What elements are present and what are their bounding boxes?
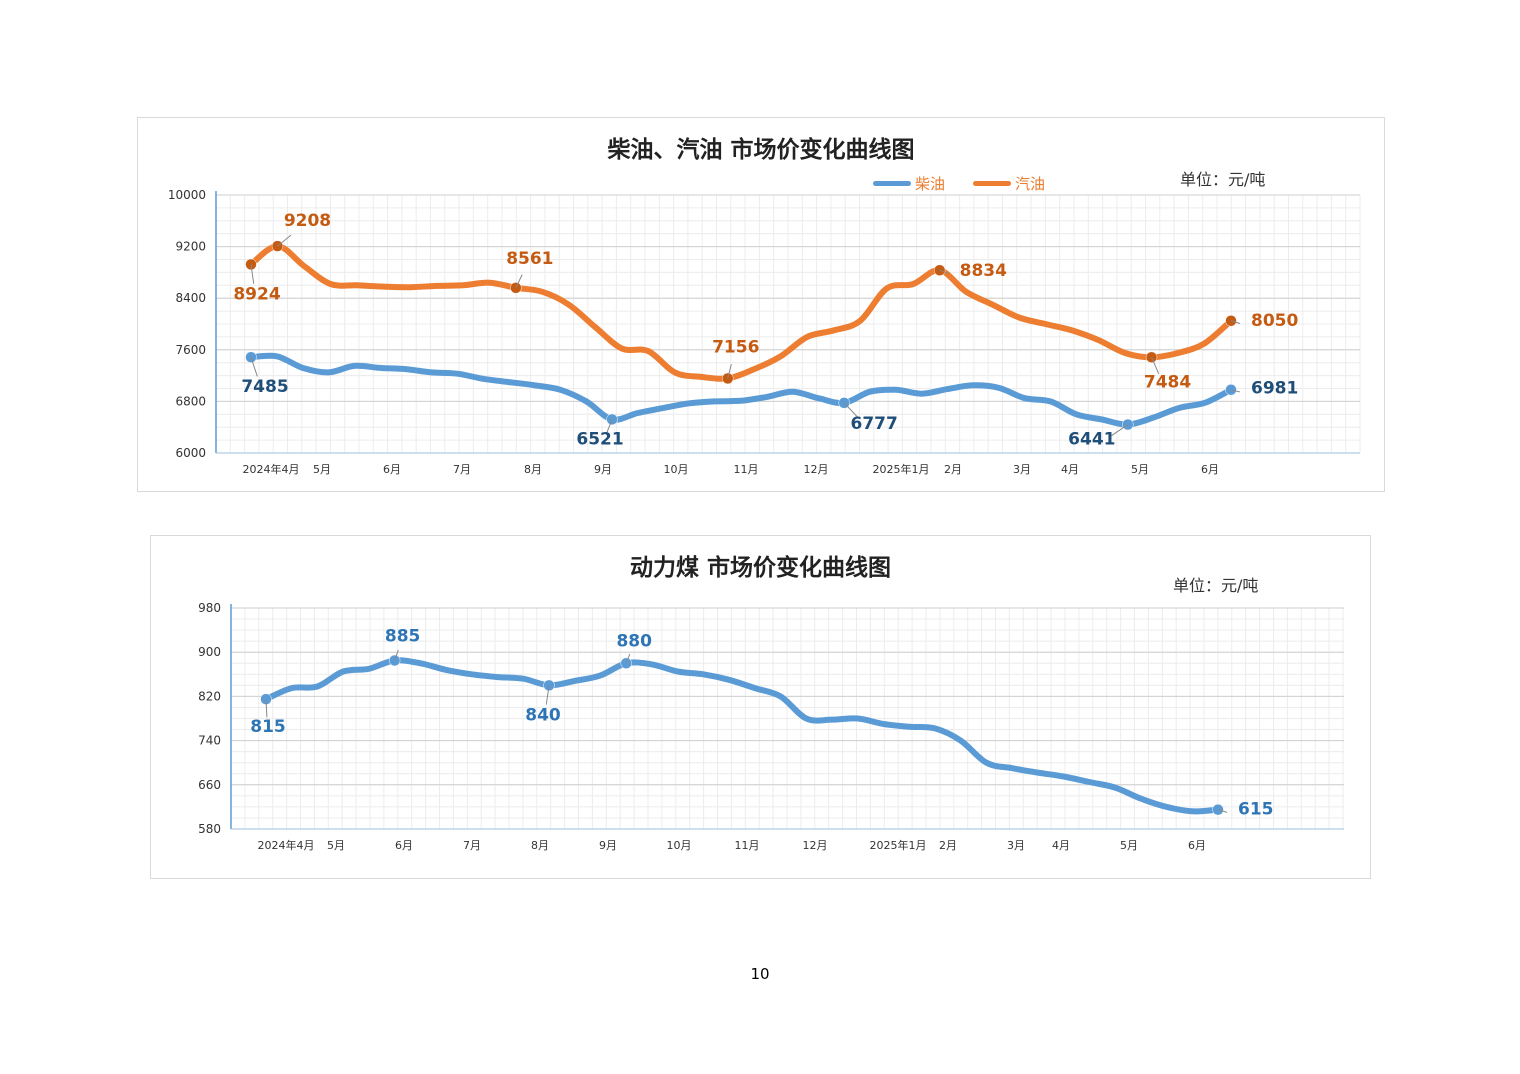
leader-line	[250, 357, 258, 377]
leader-line	[727, 364, 732, 379]
data-label: 6521	[576, 429, 623, 449]
series-line-1-0	[263, 657, 1221, 815]
leader-line	[277, 234, 292, 247]
legend-swatch-diesel	[873, 181, 911, 186]
x-tick-label: 10月	[667, 839, 692, 852]
x-tick-label: 6月	[395, 839, 413, 852]
x-tick-label: 5月	[1120, 839, 1138, 852]
data-label: 815	[250, 717, 286, 737]
x-tick-label: 7月	[463, 839, 481, 852]
x-tick-label: 11月	[735, 839, 760, 852]
data-label: 7485	[241, 377, 288, 397]
x-tick-label: 2月	[939, 839, 957, 852]
x-tick-label: 9月	[594, 463, 612, 476]
leader-line	[1230, 320, 1241, 325]
x-tick-label: 5月	[1131, 463, 1149, 476]
x-tick-label: 3月	[1013, 463, 1031, 476]
y-tick-label: 740	[198, 734, 221, 748]
y-tick-label: 7600	[175, 343, 206, 357]
x-tick-label: 4月	[1052, 839, 1070, 852]
series-line-0-1	[248, 243, 1234, 382]
y-tick-label: 980	[198, 601, 221, 615]
data-label: 880	[616, 631, 652, 651]
leader-line	[843, 402, 859, 418]
fuel-chart-plot: 6000 6800 7600 8400 9200 10000 2024年4月 5月 6月 7月 8月…	[168, 188, 1361, 476]
leader-line	[265, 699, 268, 718]
leader-line	[1230, 389, 1241, 393]
legend-label-gasoline: 汽油	[1015, 175, 1046, 193]
data-label: 6441	[1068, 430, 1115, 450]
data-label: 8834	[960, 261, 1007, 281]
y-tick-label: 900	[198, 645, 221, 659]
y-tick-label: 8400	[175, 291, 206, 305]
x-tick-label: 12月	[803, 839, 828, 852]
leader-line	[515, 274, 523, 289]
leader-line	[1111, 424, 1129, 436]
data-point-marker	[245, 258, 257, 271]
leader-line	[545, 685, 550, 705]
data-label: 6981	[1251, 379, 1298, 399]
x-tick-label: 2024年4月	[243, 462, 300, 476]
data-label: 885	[385, 626, 421, 646]
data-label: 840	[525, 705, 561, 725]
x-tick-label: 7月	[453, 463, 471, 476]
data-label: 8561	[506, 249, 553, 269]
x-tick-label: 6月	[1188, 839, 1206, 852]
leader-line	[625, 653, 631, 664]
y-tick-label: 820	[198, 689, 221, 703]
leader-line	[606, 419, 613, 434]
chart-title: 动力煤 市场价变化曲线图	[629, 555, 891, 581]
y-tick-label: 6000	[175, 446, 206, 460]
coal-chart-plot: 580 660 740 820 900 980 2024年4月 5月 6月 7月 8月 9月 10月 11…	[198, 601, 1344, 852]
legend-label-diesel: 柴油	[915, 175, 946, 193]
y-tick-label: 6800	[175, 394, 206, 408]
x-tick-label: 6月	[383, 463, 401, 476]
chart-title: 柴油、汽油 市场价变化曲线图	[607, 137, 915, 163]
data-point-marker	[543, 679, 555, 692]
x-tick-label: 6月	[1201, 463, 1219, 476]
x-tick-label: 2025年1月	[873, 462, 930, 476]
data-label: 7484	[1144, 372, 1191, 392]
leader-line	[250, 264, 255, 284]
x-tick-label: 8月	[524, 463, 542, 476]
x-tick-label: 11月	[734, 463, 759, 476]
leader-line	[1217, 809, 1228, 813]
x-tick-label: 8月	[531, 839, 549, 852]
unit-label: 单位：元/吨	[1180, 170, 1266, 189]
unit-label: 单位：元/吨	[1173, 576, 1259, 595]
data-label: 9208	[284, 211, 331, 231]
x-tick-label: 12月	[804, 463, 829, 476]
x-tick-label: 9月	[599, 839, 617, 852]
y-tick-label: 10000	[168, 188, 206, 202]
series-line-0-0	[248, 352, 1234, 428]
leader-line	[394, 649, 399, 661]
legend-swatch-gasoline	[973, 181, 1012, 186]
x-tick-label: 4月	[1061, 463, 1079, 476]
y-tick-label: 660	[198, 778, 221, 792]
x-tick-label: 5月	[327, 839, 345, 852]
data-label: 8924	[233, 284, 280, 304]
x-tick-label: 3月	[1007, 839, 1025, 852]
x-tick-label: 2025年1月	[870, 838, 927, 852]
data-point-marker	[1145, 351, 1158, 364]
x-tick-label: 5月	[313, 463, 331, 476]
x-tick-label: 10月	[664, 463, 689, 476]
page-number: 10	[750, 965, 770, 983]
legend: 柴油 汽油	[873, 173, 1045, 194]
data-label: 6777	[850, 414, 897, 434]
y-tick-label: 9200	[175, 240, 206, 254]
y-tick-label: 580	[198, 822, 221, 836]
data-label: 615	[1238, 800, 1274, 820]
x-tick-label: 2024年4月	[258, 838, 315, 852]
x-tick-label: 2月	[944, 463, 962, 476]
leader-line	[1151, 357, 1160, 374]
data-label: 7156	[712, 337, 759, 357]
coal-price-chart: 动力煤 市场价变化曲线图 单位：元/吨 580 660 740 820 900 980 20…	[150, 535, 1371, 879]
fuel-price-chart: 柴油、汽油 市场价变化曲线图 单位：元/吨 柴油 汽油 6000 6800 7600…	[137, 117, 1385, 492]
leader-line	[939, 269, 949, 274]
data-label: 8050	[1251, 311, 1298, 331]
data-point-marker	[1212, 803, 1224, 816]
data-point-marker	[620, 657, 632, 669]
